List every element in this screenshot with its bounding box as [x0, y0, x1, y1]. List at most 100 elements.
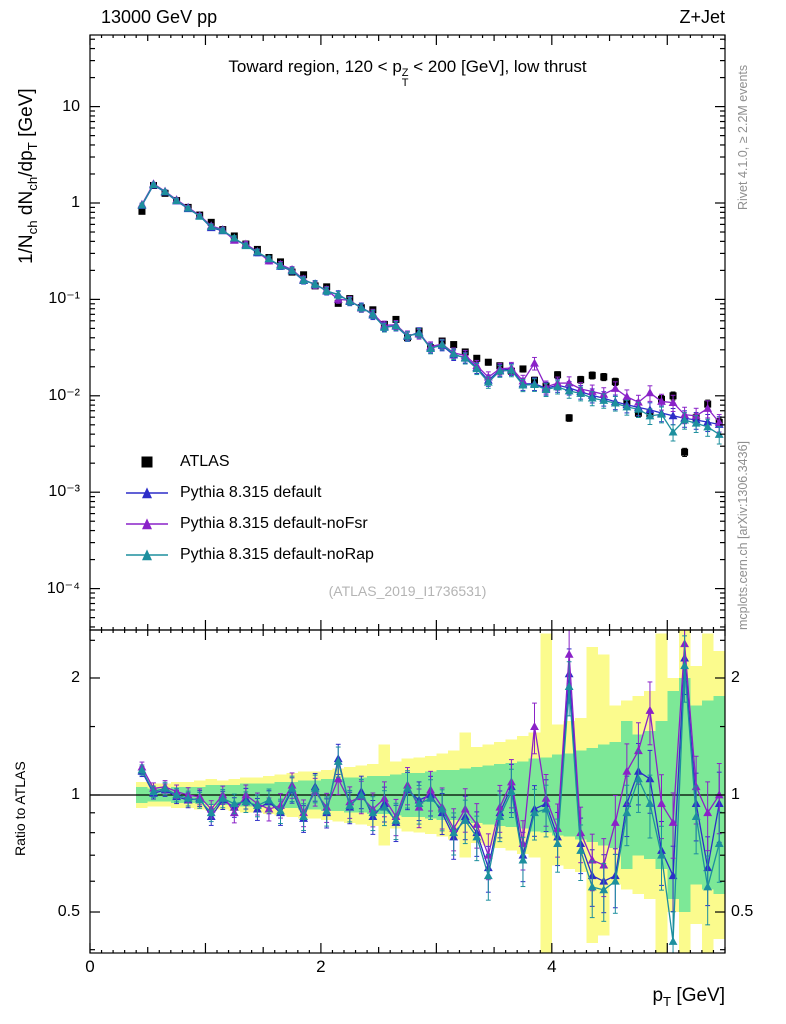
ylabel-sub: ch: [24, 176, 40, 191]
data-point-triangle: [322, 286, 332, 295]
data-point-triangle: [391, 321, 401, 330]
data-point-triangle: [530, 358, 539, 367]
main-y-axis-label: 1/Nch dNch/dpT [GeV]: [16, 88, 40, 264]
data-point-triangle: [241, 241, 251, 250]
data-point-triangle: [218, 793, 228, 802]
data-point-triangle: [622, 402, 632, 411]
ylabel-part: /dp: [16, 150, 37, 177]
atlas-data-point: [392, 315, 400, 323]
data-point-triangle: [564, 386, 574, 395]
data-point-triangle: [553, 382, 562, 391]
data-point-triangle: [576, 845, 586, 854]
data-point-triangle: [229, 233, 239, 242]
data-point-triangle: [183, 793, 193, 802]
data-point-triangle: [322, 806, 332, 815]
atlas-data-point: [484, 358, 492, 366]
triangle-marker-icon: [126, 517, 168, 529]
data-point-triangle: [195, 795, 205, 804]
panel-title-sub: T: [401, 77, 409, 89]
legend: ATLAS Pythia 8.315 default Pythia 8.315 de…: [124, 446, 374, 570]
atlas-data-point: [450, 341, 458, 349]
data-point-triangle: [691, 418, 701, 427]
data-point-triangle: [195, 211, 205, 220]
panel-title-sup: Z: [401, 67, 409, 79]
data-point-triangle: [333, 756, 343, 765]
data-point-triangle: [253, 800, 262, 809]
data-point-triangle: [483, 871, 493, 880]
data-point-triangle: [299, 811, 308, 820]
data-point-triangle: [264, 795, 274, 804]
data-point-triangle: [276, 261, 285, 270]
triangle-marker-icon: [126, 486, 168, 498]
data-point-triangle: [668, 411, 678, 420]
atlas-data-point: [138, 207, 146, 215]
mc-line: [141, 183, 720, 435]
data-point-triangle: [437, 804, 447, 813]
data-point-triangle: [299, 275, 308, 284]
data-point-triangle: [714, 417, 724, 426]
main-series: [137, 179, 724, 457]
header-beam-energy: 13000 GeV pp: [101, 7, 218, 27]
data-point-triangle: [160, 187, 170, 196]
data-point-triangle: [610, 876, 620, 885]
data-point-triangle: [645, 388, 655, 397]
data-point-triangle: [149, 787, 158, 796]
mc-line: [141, 182, 720, 423]
data-point-triangle: [587, 386, 597, 395]
data-point-triangle: [587, 882, 597, 891]
data-point-triangle: [599, 885, 609, 894]
data-point-triangle: [380, 322, 389, 331]
analysis-id-watermark: (ATLAS_2019_I1736531): [328, 583, 487, 599]
data-point-triangle: [495, 811, 505, 820]
ylabel-sub: T: [24, 142, 40, 151]
data-point-triangle: [668, 817, 678, 826]
data-point-triangle: [634, 404, 643, 413]
data-point-triangle: [541, 804, 551, 813]
data-point-triangle: [460, 815, 470, 824]
data-point-triangle: [472, 364, 482, 373]
data-point-triangle: [587, 393, 597, 402]
data-point-triangle: [356, 303, 366, 312]
data-point-triangle: [622, 808, 632, 817]
data-point-triangle: [530, 808, 539, 817]
xlabel-part: p: [652, 985, 664, 1006]
ylabel-part: [GeV]: [16, 88, 37, 143]
data-point-triangle: [634, 774, 643, 783]
data-point-triangle: [310, 279, 320, 288]
data-point-triangle: [449, 828, 459, 837]
atlas-data-point: [600, 373, 608, 381]
header-process: Z+Jet: [679, 7, 725, 27]
legend-item-1: ATLAS: [124, 446, 374, 477]
data-point-triangle: [483, 377, 493, 386]
data-point-triangle: [426, 793, 435, 802]
ratio-y-axis-label: Ratio to ATLAS: [12, 761, 28, 856]
data-point-triangle: [680, 415, 689, 424]
data-point-triangle: [668, 398, 678, 407]
data-point-triangle: [680, 661, 689, 670]
data-point-triangle: [645, 799, 655, 808]
data-point-triangle: [287, 783, 297, 792]
ratio-series: [90, 630, 725, 953]
data-point-triangle: [414, 328, 424, 337]
data-point-triangle: [564, 649, 574, 658]
data-point-triangle: [345, 296, 355, 305]
data-point-triangle: [703, 808, 713, 817]
data-point-triangle: [657, 396, 666, 405]
data-point-triangle: [714, 429, 724, 438]
data-point-triangle: [333, 290, 343, 299]
data-point-triangle: [137, 765, 147, 774]
atlas-data-point: [519, 365, 527, 373]
data-point-triangle: [530, 721, 539, 730]
mcplots-arxiv-note: mcplots.cern.ch [arXiv:1306.3436]: [736, 441, 750, 630]
data-point-triangle: [691, 811, 701, 820]
data-point-triangle: [149, 180, 158, 189]
data-point-triangle: [414, 799, 424, 808]
data-point-triangle: [345, 800, 355, 809]
atlas-data-point: [681, 448, 689, 456]
data-point-triangle: [622, 392, 632, 401]
atlas-data-point: [565, 414, 573, 422]
data-point-triangle: [610, 383, 620, 392]
data-point-triangle: [530, 380, 539, 389]
